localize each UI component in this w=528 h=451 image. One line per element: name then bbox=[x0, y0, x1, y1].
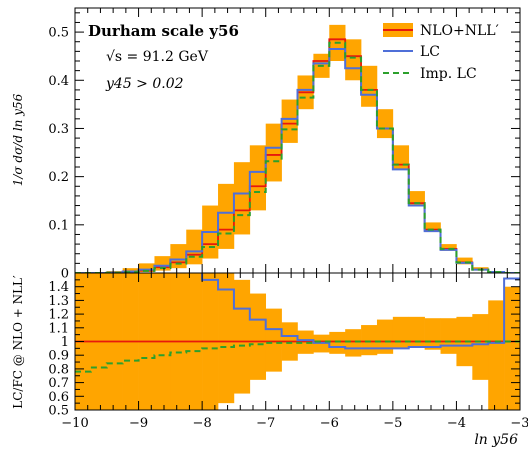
legend-label-lc: LC bbox=[420, 44, 440, 60]
ratio-series-lines bbox=[75, 273, 520, 373]
ratio-band-bin bbox=[472, 314, 489, 380]
main-band-bin bbox=[249, 145, 267, 211]
main-y-tick-label: 0.2 bbox=[48, 170, 69, 185]
ratio-y-tick-label: 1.3 bbox=[48, 294, 69, 309]
ratio-panel: 0.50.60.70.80.911.11.21.31.4 −10 −9 −8 −7 −6… bbox=[11, 272, 528, 448]
ratio-y-tick-label: 1.1 bbox=[48, 321, 69, 336]
ratio-y-tick-label: 0.7 bbox=[48, 376, 69, 391]
ratio-plot-frame bbox=[74, 272, 521, 411]
main-uncertainty-band bbox=[75, 24, 520, 273]
ratio-band-bin bbox=[488, 300, 505, 410]
main-y-tick-label: 0.1 bbox=[48, 218, 69, 233]
main-band-bin bbox=[122, 268, 139, 273]
ratio-y-tick-label: 1.4 bbox=[48, 280, 69, 295]
main-y-tick-label: 0.3 bbox=[48, 122, 69, 137]
ratio-band-bin bbox=[376, 319, 394, 354]
main-band-bin bbox=[138, 263, 155, 273]
main-band-bin bbox=[281, 99, 298, 143]
main-y-tick-label: 0.4 bbox=[48, 74, 69, 89]
main-panel: 0 0.1 0.2 0.3 0.4 0.5 Durham scale y56 √s = 9… bbox=[11, 7, 521, 282]
x-axis-label: ln y56 bbox=[474, 432, 518, 448]
main-band-bin bbox=[233, 162, 251, 235]
ratio-band-bin bbox=[440, 318, 457, 354]
main-y-ticks: 0 0.1 0.2 0.3 0.4 0.5 bbox=[48, 12, 520, 282]
main-y-tick-label: 0.5 bbox=[48, 26, 69, 41]
annotation-y45-cut: y45 > 0.02 bbox=[105, 76, 184, 92]
x-tick-label: −10 bbox=[61, 416, 88, 431]
main-y-axis-label: 1/σ dσ/d ln y56 bbox=[11, 93, 25, 186]
main-y-tick-label: 0 bbox=[61, 267, 69, 282]
legend: NLO+NLL′ LC Imp. LC bbox=[383, 23, 499, 82]
main-band-bin bbox=[392, 145, 410, 170]
ratio-band-bin bbox=[408, 316, 425, 347]
ratio-x-ticks: −10 −9 −8 −7 −6 −5 −4 −3 bbox=[61, 273, 528, 431]
annotation-durham-scale: Durham scale y56 bbox=[88, 22, 239, 40]
x-tick-label: −4 bbox=[447, 416, 466, 431]
ratio-y-tick-label: 1.2 bbox=[48, 308, 69, 323]
x-tick-label: −5 bbox=[383, 416, 402, 431]
ratio-band-bin bbox=[249, 293, 267, 380]
main-band-bin bbox=[265, 123, 282, 182]
ratio-band-bin bbox=[392, 316, 410, 349]
x-tick-label: −8 bbox=[193, 416, 212, 431]
ratio-band-bin bbox=[233, 279, 251, 394]
main-band-bin bbox=[440, 244, 457, 251]
ratio-band-bin bbox=[361, 325, 378, 356]
main-band-bin bbox=[218, 183, 235, 249]
main-band-bin bbox=[408, 191, 425, 206]
main-band-bin bbox=[361, 65, 378, 107]
ratio-y-axis-label: LC/FC @ NLO + NLL′ bbox=[11, 275, 25, 409]
main-band-bin bbox=[424, 222, 441, 233]
ratio-series-lc-line bbox=[201, 273, 520, 350]
ratio-y-tick-label: 0.9 bbox=[48, 349, 69, 364]
main-band-bin bbox=[456, 257, 473, 265]
x-tick-label: −3 bbox=[510, 416, 528, 431]
ratio-y-tick-label: 0.6 bbox=[48, 390, 69, 405]
ratio-series-imp-lc-line bbox=[75, 340, 520, 373]
ratio-y-ticks: 0.50.60.70.80.911.11.21.31.4 bbox=[48, 272, 520, 419]
main-band-bin bbox=[186, 229, 203, 265]
ratio-y-tick-label: 1 bbox=[61, 335, 69, 350]
main-band-bin bbox=[345, 39, 362, 81]
x-tick-label: −9 bbox=[129, 416, 148, 431]
ratio-band-bin bbox=[218, 273, 235, 404]
ratio-y-tick-label: 0.8 bbox=[48, 362, 69, 377]
ratio-band-bin bbox=[345, 329, 362, 357]
ratio-band-bin bbox=[424, 318, 441, 350]
main-series-lines bbox=[75, 38, 520, 273]
legend-label-imp-lc: Imp. LC bbox=[420, 66, 477, 82]
ratio-band-bin bbox=[329, 331, 346, 354]
ratio-y-tick-label: 0.5 bbox=[48, 404, 69, 419]
legend-label-nlo-nll: NLO+NLL′ bbox=[420, 23, 499, 39]
x-tick-label: −7 bbox=[256, 416, 275, 431]
x-tick-label: −6 bbox=[320, 416, 339, 431]
main-band-bin bbox=[376, 109, 394, 139]
ratio-band-bin bbox=[504, 286, 520, 410]
main-series-imp-lc-line bbox=[75, 41, 520, 273]
ratio-band-bin bbox=[265, 308, 282, 372]
annotation-sqrt-s: √s = 91.2 GeV bbox=[106, 49, 209, 65]
